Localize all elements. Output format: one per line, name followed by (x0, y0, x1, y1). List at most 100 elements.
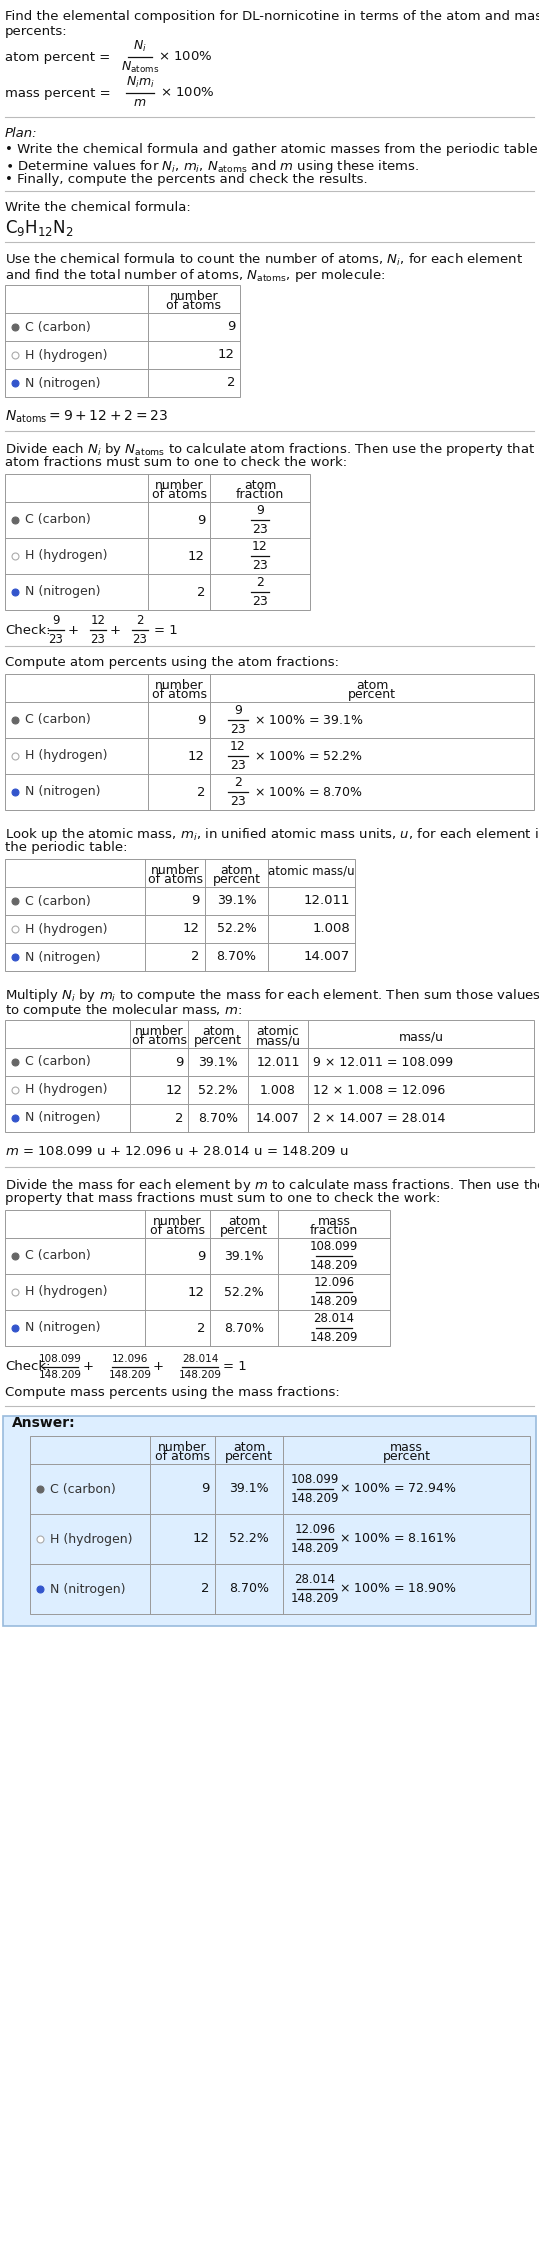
Text: 52.2%: 52.2% (224, 1286, 264, 1299)
Text: number: number (155, 680, 203, 691)
Text: $m$ = 108.099 u + 12.096 u + 28.014 u = 148.209 u: $m$ = 108.099 u + 12.096 u + 28.014 u = … (5, 1144, 349, 1158)
Text: +: + (153, 1360, 164, 1374)
Text: 2 × 14.007 = 28.014: 2 × 14.007 = 28.014 (313, 1112, 445, 1124)
Text: Compute mass percents using the mass fractions:: Compute mass percents using the mass fra… (5, 1385, 340, 1398)
Bar (5, 1020, 534, 1133)
Text: 2: 2 (256, 577, 264, 590)
Text: 12.011: 12.011 (303, 894, 350, 908)
Text: percent: percent (212, 874, 260, 885)
Text: 2: 2 (136, 615, 144, 626)
Text: number: number (135, 1025, 183, 1038)
Text: $\bullet$ Determine values for $N_i$, $m_i$, $N_\mathrm{atoms}$ and $m$ using th: $\bullet$ Determine values for $N_i$, $m… (5, 158, 419, 176)
Text: 23: 23 (230, 723, 246, 736)
Text: Divide each $N_i$ by $N_\mathrm{atoms}$ to calculate atom fractions. Then use th: Divide each $N_i$ by $N_\mathrm{atoms}$ … (5, 441, 535, 457)
Text: +: + (68, 624, 79, 637)
Bar (5, 858, 355, 971)
Text: 148.209: 148.209 (291, 1493, 339, 1504)
Text: fraction: fraction (236, 489, 284, 500)
Text: percent: percent (383, 1450, 431, 1464)
Text: = 1: = 1 (223, 1360, 247, 1374)
Text: percent: percent (194, 1034, 242, 1047)
Text: C (carbon): C (carbon) (25, 320, 91, 333)
Text: Plan:: Plan: (5, 126, 38, 140)
Text: 39.1%: 39.1% (224, 1250, 264, 1263)
Text: 23: 23 (49, 633, 64, 646)
Text: 2: 2 (202, 1583, 210, 1594)
Text: 1.008: 1.008 (260, 1083, 296, 1097)
Text: N (nitrogen): N (nitrogen) (25, 376, 100, 390)
Text: 9: 9 (202, 1482, 210, 1495)
Text: 9: 9 (197, 714, 205, 727)
Text: mass/u: mass/u (398, 1029, 444, 1043)
Text: 9: 9 (197, 513, 205, 527)
Text: 9: 9 (256, 504, 264, 518)
Text: 12.096: 12.096 (294, 1522, 336, 1536)
Text: mass: mass (390, 1441, 423, 1455)
Text: property that mass fractions must sum to one to check the work:: property that mass fractions must sum to… (5, 1191, 440, 1205)
Text: C (carbon): C (carbon) (25, 894, 91, 908)
Text: of atoms: of atoms (151, 689, 206, 700)
Text: $N_i m_i$: $N_i m_i$ (126, 74, 154, 90)
Text: 52.2%: 52.2% (198, 1083, 238, 1097)
Text: the periodic table:: the periodic table: (5, 840, 128, 854)
Text: C (carbon): C (carbon) (50, 1482, 116, 1495)
Bar (30, 1437, 530, 1615)
Text: number: number (153, 1216, 202, 1227)
Text: atomic: atomic (257, 1025, 300, 1038)
Text: of atoms: of atoms (167, 300, 222, 313)
Text: • Write the chemical formula and gather atomic masses from the periodic table.: • Write the chemical formula and gather … (5, 142, 539, 155)
Text: of atoms: of atoms (150, 1225, 205, 1236)
Text: 12: 12 (91, 615, 106, 626)
Text: 108.099: 108.099 (310, 1241, 358, 1252)
Text: 2: 2 (197, 586, 205, 599)
Text: 148.209: 148.209 (291, 1592, 339, 1606)
Text: atom: atom (244, 480, 276, 491)
Text: H (hydrogen): H (hydrogen) (25, 549, 107, 563)
Text: 12 × 1.008 = 12.096: 12 × 1.008 = 12.096 (313, 1083, 445, 1097)
Text: 108.099: 108.099 (291, 1473, 339, 1486)
Text: 28.014: 28.014 (182, 1353, 218, 1365)
Text: 108.099: 108.099 (39, 1353, 81, 1365)
Text: 2: 2 (175, 1112, 183, 1124)
Text: 148.209: 148.209 (310, 1295, 358, 1308)
Text: 12.011: 12.011 (256, 1056, 300, 1067)
Text: 23: 23 (252, 595, 268, 608)
Text: atom: atom (228, 1216, 260, 1227)
Text: mass/u: mass/u (255, 1034, 301, 1047)
Text: 12: 12 (230, 741, 246, 752)
Text: Use the chemical formula to count the number of atoms, $N_i$, for each element: Use the chemical formula to count the nu… (5, 252, 523, 268)
Text: $\times$ 100% = 18.90%: $\times$ 100% = 18.90% (339, 1583, 457, 1594)
Text: atom: atom (202, 1025, 234, 1038)
Text: 1.008: 1.008 (312, 923, 350, 935)
Text: Find the elemental composition for DL-nornicotine in terms of the atom and mass: Find the elemental composition for DL-no… (5, 9, 539, 23)
Text: • Finally, compute the percents and check the results.: • Finally, compute the percents and chec… (5, 173, 368, 187)
Text: 12: 12 (188, 750, 205, 763)
Text: 12: 12 (188, 1286, 205, 1299)
Text: Answer:: Answer: (12, 1417, 75, 1430)
Text: 148.209: 148.209 (108, 1369, 151, 1380)
Text: 23: 23 (230, 759, 246, 772)
Text: $\times$ 100%: $\times$ 100% (160, 86, 215, 99)
Text: number: number (155, 480, 203, 491)
Text: $\times$ 100% = 52.2%: $\times$ 100% = 52.2% (254, 750, 363, 763)
Text: H (hydrogen): H (hydrogen) (25, 1083, 107, 1097)
Text: atomic mass/u: atomic mass/u (268, 865, 355, 876)
Text: H (hydrogen): H (hydrogen) (25, 923, 107, 935)
Text: 9 × 12.011 = 108.099: 9 × 12.011 = 108.099 (313, 1056, 453, 1067)
Text: $\times$ 100% = 39.1%: $\times$ 100% = 39.1% (254, 714, 364, 727)
Text: 148.209: 148.209 (291, 1543, 339, 1554)
Text: atom: atom (356, 680, 388, 691)
Text: $\times$ 100%: $\times$ 100% (158, 50, 212, 63)
Text: of atoms: of atoms (155, 1450, 210, 1464)
Text: N (nitrogen): N (nitrogen) (25, 786, 100, 799)
Text: Write the chemical formula:: Write the chemical formula: (5, 200, 191, 214)
Text: $\times$ 100% = 72.94%: $\times$ 100% = 72.94% (339, 1482, 457, 1495)
Text: Multiply $N_i$ by $m_i$ to compute the mass for each element. Then sum those val: Multiply $N_i$ by $m_i$ to compute the m… (5, 986, 539, 1004)
Text: number: number (158, 1441, 207, 1455)
Text: 14.007: 14.007 (304, 950, 350, 964)
Text: 8.70%: 8.70% (224, 1322, 264, 1335)
Text: number: number (170, 291, 218, 304)
Text: $m$: $m$ (133, 97, 147, 108)
Bar (3, 1417, 536, 1626)
Text: H (hydrogen): H (hydrogen) (25, 1286, 107, 1299)
